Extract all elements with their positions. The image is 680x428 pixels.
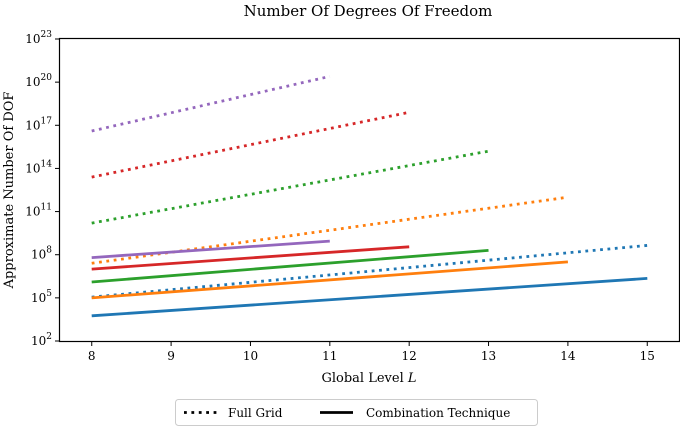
series-line-orange-full-grid [91, 195, 569, 265]
x-tick-label: 13 [481, 349, 496, 363]
series-layer [91, 75, 648, 318]
x-tick-label: 11 [322, 349, 337, 363]
x-tick-label: 14 [560, 349, 576, 363]
y-axis-label: Approximate Number Of DOF [2, 92, 17, 290]
x-tick-label: 10 [243, 349, 258, 363]
series-line-orange-combination [91, 260, 569, 300]
x-tick-label: 8 [88, 349, 96, 363]
y-tick-label: 102 [31, 332, 52, 348]
ticks-layer: 8 9 10 11 12 13 14 1510210510810111014101710201… [25, 30, 655, 363]
y-tick-label: 1023 [25, 30, 52, 46]
series-line-purple-combination [91, 239, 330, 259]
chart-title: Number Of Degrees Of Freedom [244, 2, 493, 20]
series-line-green-combination [91, 249, 489, 284]
y-tick-label: 105 [31, 289, 52, 305]
series-line-red-combination [91, 245, 410, 271]
y-tick-label: 1017 [25, 116, 52, 132]
series-line-blue-combination [91, 277, 648, 318]
x-tick-label: 12 [402, 349, 417, 363]
series-line-purple-full-grid [91, 75, 331, 133]
x-axis-label: Global Level L [321, 371, 416, 386]
legend-combination-label: Combination Technique [366, 406, 510, 420]
legend: Full Grid Combination Technique [175, 399, 538, 426]
series-line-red-full-grid [91, 110, 410, 179]
x-tick-label: 9 [167, 349, 175, 363]
legend-full-grid-label: Full Grid [228, 406, 283, 420]
y-tick-label: 1014 [25, 159, 52, 175]
x-tick-label: 15 [640, 349, 655, 363]
series-line-green-full-grid [91, 149, 489, 225]
y-tick-label: 108 [31, 246, 52, 262]
y-tick-label: 1011 [25, 203, 52, 219]
y-tick-label: 1020 [25, 73, 52, 89]
legend-box [175, 399, 538, 426]
